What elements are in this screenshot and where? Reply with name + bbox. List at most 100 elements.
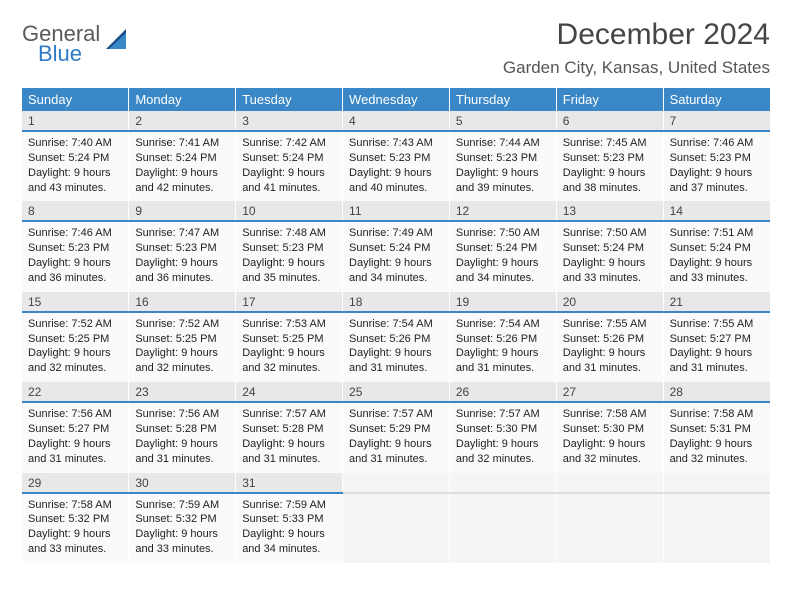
sunrise-text: Sunrise: 7:50 AM xyxy=(563,226,657,241)
daylight-text: Daylight: 9 hours and 35 minutes. xyxy=(242,256,336,286)
logo-sail-icon xyxy=(106,29,132,53)
day-number-row: 891011121314 xyxy=(22,201,770,221)
weekday-header: Friday xyxy=(556,88,663,111)
day-cell-body: Sunrise: 7:57 AMSunset: 5:28 PMDaylight:… xyxy=(236,403,342,472)
sunrise-text: Sunrise: 7:49 AM xyxy=(349,226,443,241)
day-number: 15 xyxy=(22,292,129,312)
day-cell-body: Sunrise: 7:54 AMSunset: 5:26 PMDaylight:… xyxy=(450,313,556,382)
daylight-text: Daylight: 9 hours and 34 minutes. xyxy=(456,256,550,286)
sunset-text: Sunset: 5:23 PM xyxy=(349,151,443,166)
day-cell-body xyxy=(450,494,556,563)
day-number: 6 xyxy=(556,111,663,131)
day-content-row: Sunrise: 7:56 AM Sunset: 5:27 PM Daylight:… xyxy=(22,402,770,472)
day-cell: Sunrise: 7:55 AMSunset: 5:26 PMDaylight:… xyxy=(556,312,663,382)
day-cell-body: Sunrise: 7:43 AMSunset: 5:23 PMDaylight:… xyxy=(343,132,449,201)
day-cell: Sunrise: 7:51 AMSunset: 5:24 PMDaylight:… xyxy=(663,221,770,291)
day-number: 5 xyxy=(449,111,556,131)
day-cell: Sunrise: 7:45 AMSunset: 5:23 PMDaylight:… xyxy=(556,131,663,201)
sunrise-text: Sunrise: 7:47 AM xyxy=(135,226,229,241)
weekday-header: Saturday xyxy=(663,88,770,111)
day-number: 26 xyxy=(449,382,556,402)
day-cell-body: Sunrise: 7:48 AMSunset: 5:23 PMDaylight:… xyxy=(236,222,342,291)
sunrise-text: Sunrise: 7:51 AM xyxy=(670,226,764,241)
sunset-text: Sunset: 5:25 PM xyxy=(135,332,229,347)
day-number: 31 xyxy=(236,473,343,493)
day-number: 8 xyxy=(22,201,129,221)
day-cell-body: Sunrise: 7:52 AMSunset: 5:25 PMDaylight:… xyxy=(129,313,235,382)
day-cell-body: Sunrise: 7:53 AMSunset: 5:25 PMDaylight:… xyxy=(236,313,342,382)
day-cell-body: Sunrise: 7:41 AMSunset: 5:24 PMDaylight:… xyxy=(129,132,235,201)
sunrise-text: Sunrise: 7:46 AM xyxy=(28,226,122,241)
daylight-text: Daylight: 9 hours and 34 minutes. xyxy=(349,256,443,286)
sunset-text: Sunset: 5:27 PM xyxy=(28,422,122,437)
day-cell-body xyxy=(664,494,770,563)
day-cell: Sunrise: 7:57 AMSunset: 5:29 PMDaylight:… xyxy=(343,402,450,472)
header: General Blue December 2024 Garden City, … xyxy=(22,18,770,78)
daylight-text: Daylight: 9 hours and 31 minutes. xyxy=(563,346,657,376)
sunset-text: Sunset: 5:29 PM xyxy=(349,422,443,437)
sunrise-text: Sunrise: 7:44 AM xyxy=(456,136,550,151)
day-number: 11 xyxy=(343,201,450,221)
day-number xyxy=(556,473,663,493)
sunrise-text: Sunrise: 7:55 AM xyxy=(563,317,657,332)
day-cell: Sunrise: 7:46 AMSunset: 5:23 PMDaylight:… xyxy=(663,131,770,201)
weekday-header: Monday xyxy=(129,88,236,111)
day-cell-body: Sunrise: 7:45 AMSunset: 5:23 PMDaylight:… xyxy=(557,132,663,201)
day-content-row: Sunrise: 7:46 AMSunset: 5:23 PMDaylight:… xyxy=(22,221,770,291)
day-number: 21 xyxy=(663,292,770,312)
day-cell: Sunrise: 7:58 AMSunset: 5:32 PMDaylight:… xyxy=(22,493,129,563)
sunset-text: Sunset: 5:24 PM xyxy=(242,151,336,166)
day-number: 1 xyxy=(22,111,129,131)
sunrise-text: Sunrise: 7:57 AM xyxy=(242,407,336,422)
day-cell: Sunrise: 7:53 AMSunset: 5:25 PMDaylight:… xyxy=(236,312,343,382)
daylight-text: Daylight: 9 hours and 38 minutes. xyxy=(563,166,657,196)
day-cell: Sunrise: 7:54 AMSunset: 5:26 PMDaylight:… xyxy=(449,312,556,382)
day-number-row: 22232425262728 xyxy=(22,382,770,402)
daylight-text: Daylight: 9 hours and 32 minutes. xyxy=(563,437,657,467)
day-number-row: 15161718192021 xyxy=(22,292,770,312)
daylight-text: Daylight: 9 hours and 31 minutes. xyxy=(670,346,764,376)
sunrise-text: Sunrise: 7:53 AM xyxy=(242,317,336,332)
day-number: 12 xyxy=(449,201,556,221)
day-cell-body: Sunrise: 7:55 AMSunset: 5:26 PMDaylight:… xyxy=(557,313,663,382)
day-cell-body xyxy=(343,494,449,563)
day-cell: Sunrise: 7:46 AMSunset: 5:23 PMDaylight:… xyxy=(22,221,129,291)
day-cell: Sunrise: 7:44 AMSunset: 5:23 PMDaylight:… xyxy=(449,131,556,201)
day-cell-body: Sunrise: 7:51 AMSunset: 5:24 PMDaylight:… xyxy=(664,222,770,291)
day-number: 30 xyxy=(129,473,236,493)
weekday-header: Thursday xyxy=(449,88,556,111)
weekday-header: Wednesday xyxy=(343,88,450,111)
day-cell xyxy=(449,493,556,563)
daylight-text: Daylight: 9 hours and 40 minutes. xyxy=(349,166,443,196)
day-number: 14 xyxy=(663,201,770,221)
day-content-row: Sunrise: 7:40 AMSunset: 5:24 PMDaylight:… xyxy=(22,131,770,201)
sunrise-text: Sunrise: 7:57 AM xyxy=(349,407,443,422)
daylight-text: Daylight: 9 hours and 32 minutes. xyxy=(456,437,550,467)
sunset-text: Sunset: 5:25 PM xyxy=(28,332,122,347)
day-cell-body: Sunrise: 7:47 AMSunset: 5:23 PMDaylight:… xyxy=(129,222,235,291)
day-content-row: Sunrise: 7:52 AMSunset: 5:25 PMDaylight:… xyxy=(22,312,770,382)
day-number xyxy=(343,473,450,493)
sunset-text: Sunset: 5:23 PM xyxy=(563,151,657,166)
sunrise-text: Sunrise: 7:58 AM xyxy=(28,498,122,513)
day-cell: Sunrise: 7:56 AMSunset: 5:28 PMDaylight:… xyxy=(129,402,236,472)
weekday-header: Sunday xyxy=(22,88,129,111)
sunset-text: Sunset: 5:30 PM xyxy=(456,422,550,437)
daylight-text: Daylight: 9 hours and 31 minutes. xyxy=(456,346,550,376)
daylight-text: Daylight: 9 hours and 32 minutes. xyxy=(135,346,229,376)
sunset-text: Sunset: 5:26 PM xyxy=(456,332,550,347)
day-cell-body: Sunrise: 7:58 AMSunset: 5:30 PMDaylight:… xyxy=(557,403,663,472)
sunrise-text: Sunrise: 7:56 AM xyxy=(135,407,229,422)
day-cell: Sunrise: 7:54 AMSunset: 5:26 PMDaylight:… xyxy=(343,312,450,382)
daylight-text: Daylight: 9 hours and 31 minutes. xyxy=(242,437,336,467)
day-cell: Sunrise: 7:52 AMSunset: 5:25 PMDaylight:… xyxy=(129,312,236,382)
day-number: 17 xyxy=(236,292,343,312)
sunset-text: Sunset: 5:24 PM xyxy=(563,241,657,256)
day-cell: Sunrise: 7:50 AMSunset: 5:24 PMDaylight:… xyxy=(556,221,663,291)
day-cell: Sunrise: 7:56 AMSunset: 5:27 PMDaylight:… xyxy=(22,402,129,472)
day-number: 2 xyxy=(129,111,236,131)
day-cell: Sunrise: 7:59 AMSunset: 5:33 PMDaylight:… xyxy=(236,493,343,563)
daylight-text: Daylight: 9 hours and 32 minutes. xyxy=(28,346,122,376)
day-cell-body: Sunrise: 7:40 AMSunset: 5:24 PMDaylight:… xyxy=(22,132,128,201)
day-content-row: Sunrise: 7:58 AMSunset: 5:32 PMDaylight:… xyxy=(22,493,770,563)
